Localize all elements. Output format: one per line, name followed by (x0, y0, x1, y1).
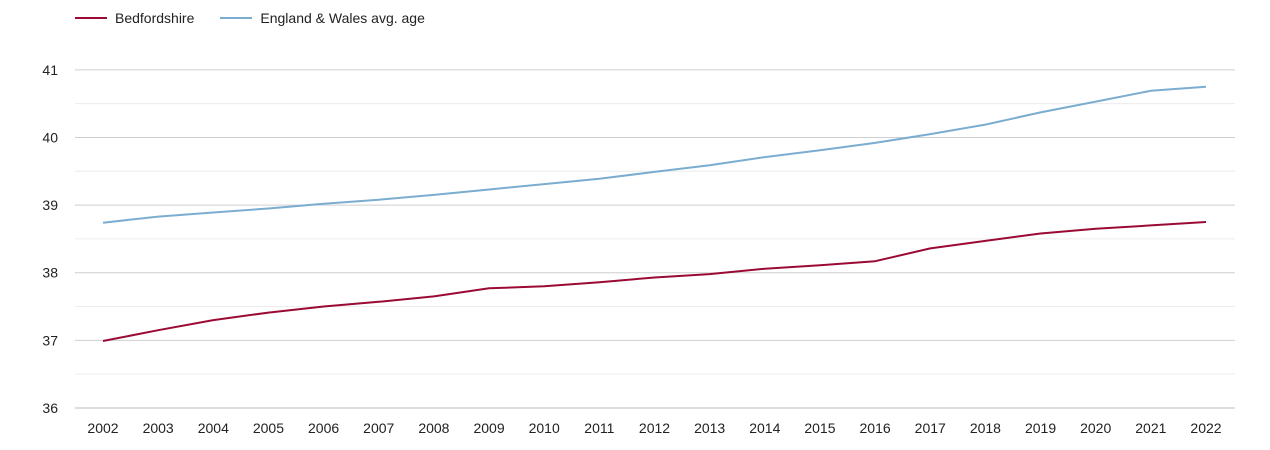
y-tick-label: 40 (42, 129, 58, 145)
legend-swatch-bedfordshire (75, 17, 107, 19)
legend: Bedfordshire England & Wales avg. age (75, 10, 425, 26)
x-tick-label: 2019 (1025, 420, 1056, 436)
x-tick-label: 2009 (473, 420, 504, 436)
x-tick-label: 2010 (529, 420, 560, 436)
y-tick-label: 37 (42, 332, 58, 348)
legend-label-bedfordshire: Bedfordshire (115, 10, 195, 26)
x-tick-label: 2003 (143, 420, 174, 436)
x-tick-label: 2006 (308, 420, 339, 436)
x-tick-label: 2008 (418, 420, 449, 436)
x-tick-label: 2015 (804, 420, 835, 436)
series-line-1[interactable] (102, 85, 1207, 224)
legend-label-england-wales: England & Wales avg. age (260, 10, 425, 26)
x-tick-label: 2011 (584, 420, 614, 436)
y-tick-label: 39 (42, 197, 58, 213)
x-tick-label: 2017 (915, 420, 946, 436)
x-tick-label: 2016 (860, 420, 891, 436)
series-line-0[interactable] (102, 221, 1207, 342)
legend-swatch-england-wales (220, 17, 253, 19)
x-tick-label: 2002 (87, 420, 118, 436)
x-tick-label: 2014 (749, 420, 780, 436)
x-tick-label: 2007 (363, 420, 394, 436)
x-tick-label: 2013 (694, 420, 725, 436)
y-tick-label: 41 (42, 62, 58, 78)
legend-item-bedfordshire[interactable]: Bedfordshire (75, 10, 194, 26)
x-tick-label: 2022 (1190, 420, 1221, 436)
x-tick-label: 2021 (1135, 420, 1166, 436)
y-tick-label: 36 (42, 400, 58, 416)
x-tick-label: 2018 (970, 420, 1001, 436)
x-tick-label: 2004 (198, 420, 229, 436)
legend-item-england-wales[interactable]: England & Wales avg. age (220, 10, 425, 26)
x-tick-label: 2020 (1080, 420, 1111, 436)
y-tick-label: 38 (42, 265, 58, 281)
x-tick-label: 2012 (639, 420, 670, 436)
x-tick-label: 2005 (253, 420, 284, 436)
